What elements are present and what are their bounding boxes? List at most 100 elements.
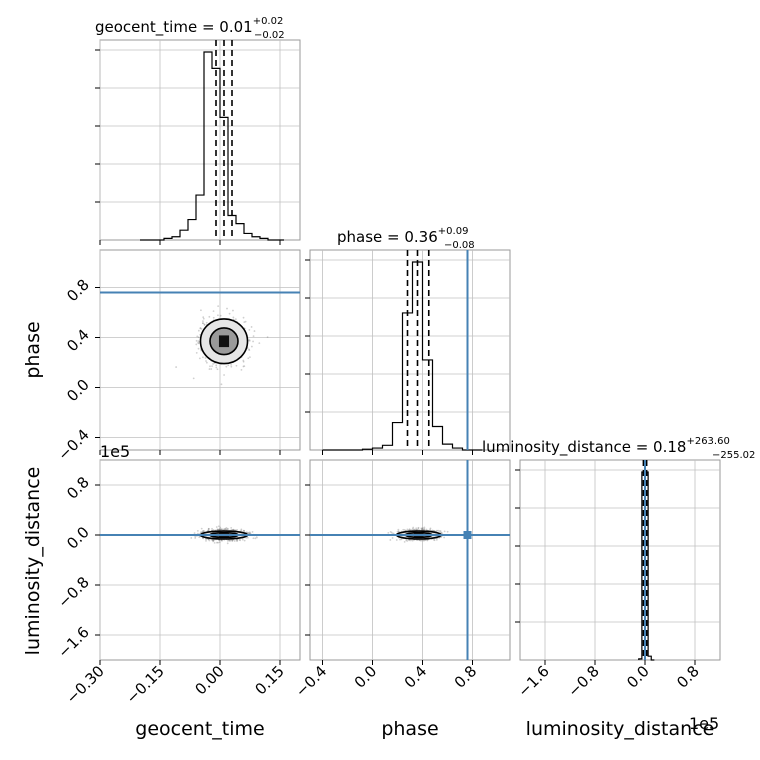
tick-labels: −0.30 −0.15 0.00 0.15 −0.4 0.0 0.4 0.8 −1.6 −0.8 0… xyxy=(54,276,702,708)
scatter-point xyxy=(216,528,219,531)
y-tick-label: −1.6 xyxy=(54,623,92,661)
scatter-point xyxy=(421,528,424,530)
scatter-point xyxy=(236,540,238,543)
scatter-point xyxy=(417,527,420,530)
scatter-point xyxy=(239,539,242,542)
scatter-point xyxy=(195,339,198,342)
scatter-point xyxy=(420,528,423,530)
scatter-point xyxy=(175,366,178,368)
scatter-point xyxy=(258,342,261,345)
y-tick-label: 0.4 xyxy=(63,326,93,356)
scatter-point xyxy=(221,539,223,542)
offset-text-x: 1e5 xyxy=(689,714,719,733)
scatter-point xyxy=(202,322,204,324)
scatter-point xyxy=(403,541,406,543)
scatter-point xyxy=(227,364,230,367)
scatter-point xyxy=(192,377,195,380)
scatter-point xyxy=(246,531,249,534)
scatter-point xyxy=(249,532,252,535)
scatter-point xyxy=(243,530,245,533)
scatter-point xyxy=(225,528,228,531)
scatter-point xyxy=(212,316,215,319)
scatter-point xyxy=(391,537,394,539)
scatter-point xyxy=(231,528,234,531)
scatter-point xyxy=(216,368,219,371)
scatter-point xyxy=(235,539,238,541)
truth-marker xyxy=(463,531,472,539)
scatter-point xyxy=(197,340,200,343)
scatter-point xyxy=(389,531,392,533)
x-tick-label: −0.15 xyxy=(123,662,168,707)
scatter-point xyxy=(242,365,245,368)
scatter-point xyxy=(418,539,421,542)
title-phase: phase = 0.36+0.09 xyxy=(337,226,468,246)
title-geocent_time: geocent_time = 0.01+0.02 xyxy=(95,16,283,37)
x-tick-label: −0.4 xyxy=(292,662,330,700)
scatter-point xyxy=(220,383,223,386)
scatter-point xyxy=(228,539,231,542)
scatter-point xyxy=(405,539,408,541)
scatter-point xyxy=(212,529,215,531)
scatter-point xyxy=(236,539,239,542)
scatter-point xyxy=(199,327,202,330)
scatter-point xyxy=(219,526,222,529)
scatter-point xyxy=(218,528,221,531)
scatter-point xyxy=(233,529,236,531)
scatter-point xyxy=(248,339,251,341)
scatter-point xyxy=(240,529,242,532)
scatter-point xyxy=(413,528,416,531)
scatter-point xyxy=(215,364,218,367)
scatter-point xyxy=(200,328,203,330)
scatter-point xyxy=(202,317,205,320)
scatter-point xyxy=(224,527,226,530)
scatter-point xyxy=(426,539,429,542)
axes-frame xyxy=(309,459,511,661)
scatter-point xyxy=(243,321,246,323)
y-tick-label: −0.4 xyxy=(54,426,92,464)
scatter-point xyxy=(243,539,246,542)
scatter-point xyxy=(205,539,207,542)
scatter-point xyxy=(211,539,214,541)
scatter-point xyxy=(242,359,245,362)
scatter-point xyxy=(248,348,250,351)
scatter-point xyxy=(253,330,256,332)
y-tick-label: 0.8 xyxy=(63,473,93,503)
scatter-point xyxy=(230,526,233,529)
scatter-point xyxy=(218,528,221,531)
scatter-point xyxy=(215,526,218,528)
scatter-point xyxy=(194,537,197,539)
ylabel-phase: phase xyxy=(22,321,44,378)
density-peak xyxy=(218,335,230,348)
scatter-point xyxy=(194,535,197,538)
scatter-point xyxy=(207,538,210,541)
axes-frame xyxy=(99,39,301,241)
scatter-point xyxy=(226,542,229,545)
title-luminosity_distance: luminosity_distance = 0.18+263.60 xyxy=(482,436,730,457)
scatter-point xyxy=(242,316,245,319)
scatter-point xyxy=(207,527,210,530)
x-tick-label: −0.8 xyxy=(564,662,602,700)
title-luminosity_distance-sub: −255.02 xyxy=(712,450,755,461)
scatter-point xyxy=(212,539,215,542)
scatter-point xyxy=(208,315,211,318)
scatter-point xyxy=(406,528,409,531)
ylabel-luminosity_distance: luminosity_distance xyxy=(22,467,44,656)
scatter-point xyxy=(403,529,406,531)
scatter-point xyxy=(212,540,214,543)
scatter-point xyxy=(238,538,241,541)
scatter-point xyxy=(417,526,420,529)
scatter-point xyxy=(412,526,415,529)
scatter-point xyxy=(207,529,210,532)
scatter-point xyxy=(203,530,205,532)
scatter-point xyxy=(402,528,405,531)
scatter-point xyxy=(392,532,395,535)
scatter-point xyxy=(433,539,436,542)
scatter-point xyxy=(254,537,257,540)
scatter-point xyxy=(218,539,221,542)
scatter-point xyxy=(220,539,223,542)
scatter-point xyxy=(408,529,411,531)
scatter-point xyxy=(387,531,390,534)
scatter-point xyxy=(226,539,229,542)
scatter-point xyxy=(252,335,255,338)
